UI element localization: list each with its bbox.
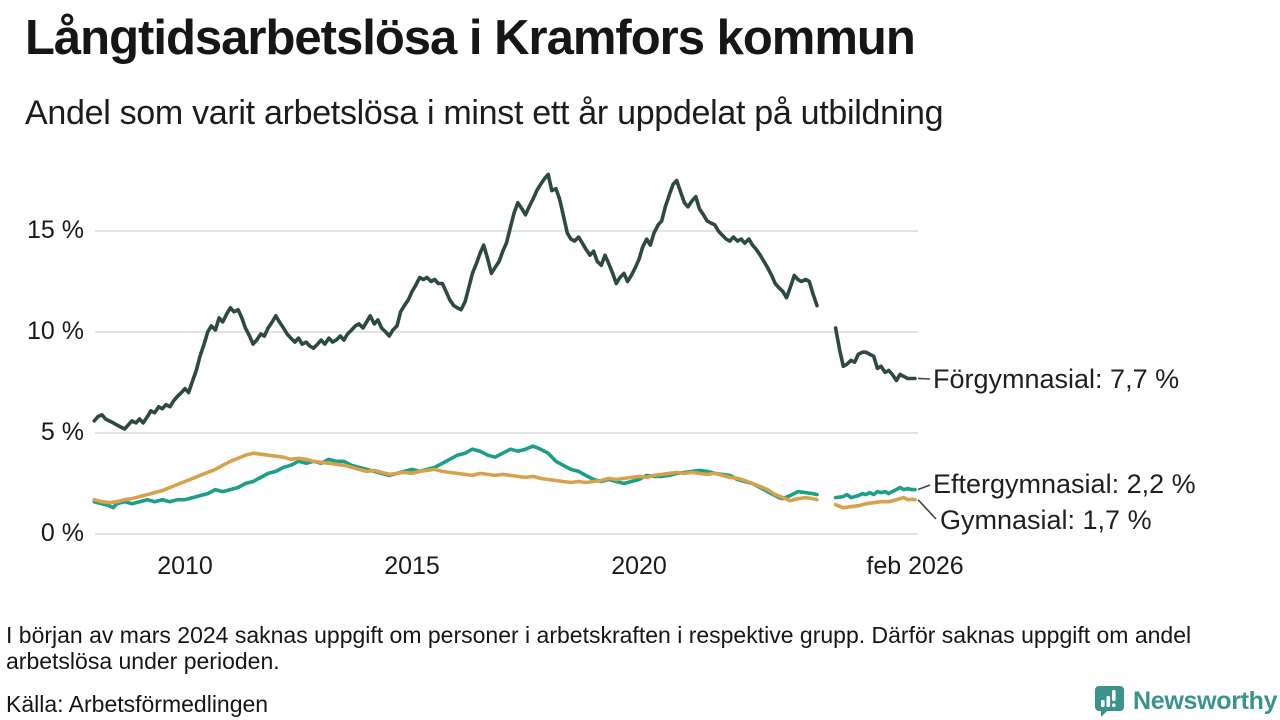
series-line-eftergymnasial-seg0 [92, 444, 819, 510]
x-tick-label-2015: 2015 [384, 552, 440, 580]
series-line-förgymnasial-seg0 [92, 172, 819, 431]
y-tick-label-10: 10 % [27, 317, 84, 345]
y-tick-label-0: 0 % [40, 519, 84, 547]
newsworthy-logo: Newsworthy [1094, 685, 1278, 717]
series-end-label-gymnasial: Gymnasial: 1,7 % [940, 505, 1152, 535]
chart-footnote: I början av mars 2024 saknas uppgift om … [6, 622, 1192, 674]
label-connector-gymnasial [917, 499, 937, 520]
newsworthy-logo-icon [1094, 685, 1125, 717]
x-tick-label-2010: 2010 [157, 552, 213, 580]
source-text: Källa: Arbetsförmedlingen [6, 691, 269, 717]
series-end-label-forgymnasial: Förgymnasial: 7,7 % [933, 364, 1180, 394]
label-connector-förgymnasial [917, 377, 931, 380]
series-end-label-eftergymnasial: Eftergymnasial: 2,2 % [933, 469, 1196, 499]
y-tick-label-5: 5 % [40, 418, 84, 446]
label-connector-eftergymnasial [917, 484, 931, 491]
series-line-gymnasial-seg0 [92, 451, 819, 505]
page-subtitle: Andel som varit arbetslösa i minst ett å… [25, 94, 944, 132]
series-line-gymnasial-seg1 [833, 495, 917, 510]
series-line-förgymnasial-seg1 [833, 326, 917, 383]
newsworthy-logo-text: Newsworthy [1133, 686, 1278, 715]
page-title: Långtidsarbetslösa i Kramfors kommun [25, 11, 916, 65]
x-tick-label-2020: 2020 [611, 552, 667, 580]
y-tick-label-15: 15 % [27, 216, 84, 244]
series-line-eftergymnasial-seg1 [833, 485, 917, 500]
x-tick-label-feb-2026: feb 2026 [866, 552, 964, 580]
